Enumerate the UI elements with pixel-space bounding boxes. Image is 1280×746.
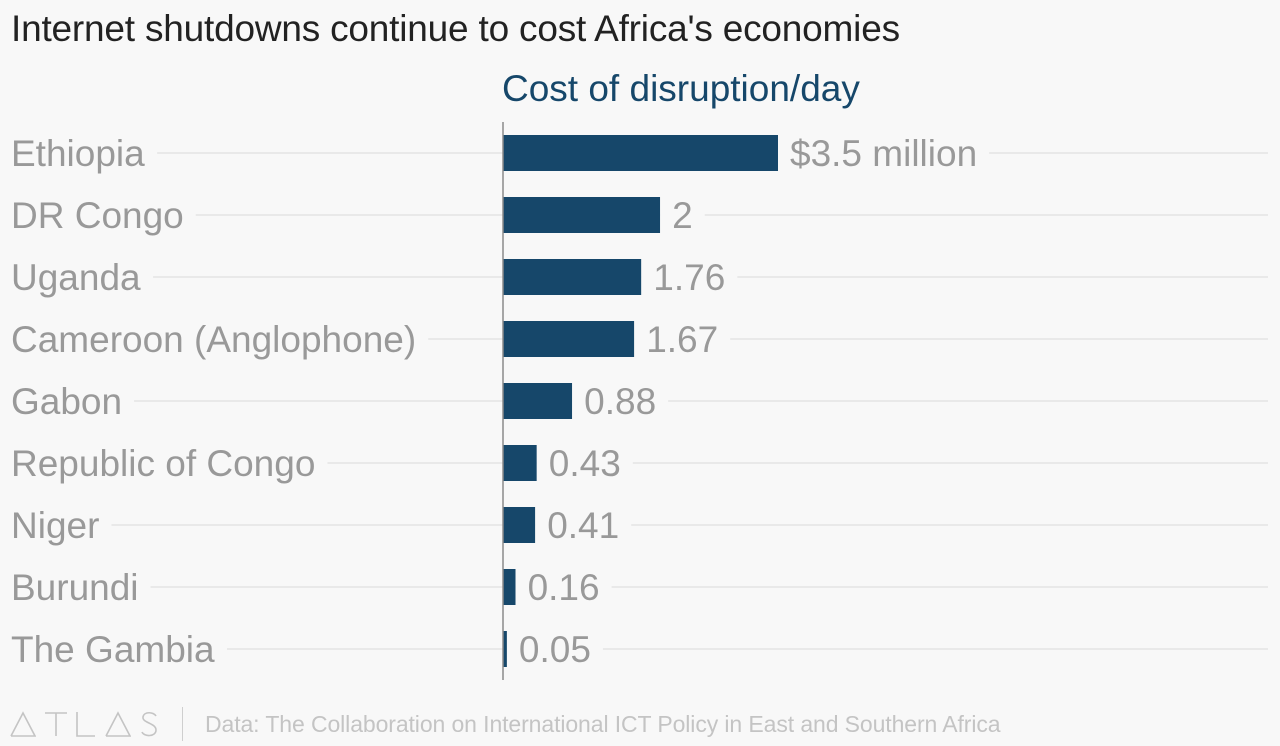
value-label: 0.43 — [549, 443, 621, 484]
label-gap — [0, 567, 151, 608]
category-label: Uganda — [11, 257, 141, 298]
label-gap — [0, 257, 154, 298]
value-label: 0.41 — [547, 505, 619, 546]
category-label: Niger — [11, 505, 99, 546]
atlas-logo-letter — [105, 711, 131, 737]
footer: Data: The Collaboration on International… — [10, 706, 1001, 742]
label-gap — [0, 505, 112, 546]
column-header: Cost of disruption/day — [502, 68, 860, 109]
bar — [503, 321, 635, 357]
label-gap — [0, 133, 158, 174]
source-note: Data: The Collaboration on International… — [205, 710, 1001, 737]
label-gap — [634, 319, 731, 360]
bar — [503, 445, 537, 481]
bar — [503, 569, 516, 605]
category-label: The Gambia — [11, 629, 215, 670]
label-gap — [0, 443, 328, 484]
atlas-logo-letter — [10, 711, 36, 737]
label-gap — [0, 381, 135, 422]
atlas-logo-letter — [76, 712, 95, 737]
label-gap — [778, 133, 990, 174]
footer-divider — [182, 707, 183, 741]
value-label: $3.5 million — [790, 133, 977, 174]
category-label: Gabon — [11, 381, 122, 422]
label-gap — [0, 629, 228, 670]
label-gap — [536, 443, 633, 484]
label-gap — [0, 319, 429, 360]
atlas-logo — [10, 706, 158, 742]
bar — [503, 507, 536, 543]
category-label: DR Congo — [11, 195, 184, 236]
category-label: Burundi — [11, 567, 139, 608]
bar — [503, 197, 661, 233]
atlas-logo-letter — [141, 711, 157, 737]
value-label: 1.67 — [646, 319, 718, 360]
value-label: 1.76 — [653, 257, 725, 298]
value-label: 0.88 — [584, 381, 656, 422]
label-gap — [572, 381, 669, 422]
bar — [503, 631, 507, 667]
bar — [503, 383, 573, 419]
atlas-logo-letter — [45, 712, 67, 736]
label-gap — [506, 629, 603, 670]
bar — [503, 135, 778, 171]
value-label: 0.16 — [528, 567, 600, 608]
value-label: 2 — [672, 195, 693, 236]
label-gap — [535, 505, 632, 546]
label-gap — [0, 195, 196, 236]
category-label: Republic of Congo — [11, 443, 315, 484]
bar — [503, 259, 642, 295]
label-gap — [515, 567, 612, 608]
label-gap — [660, 195, 705, 236]
category-label: Cameroon (Anglophone) — [11, 319, 416, 360]
category-label: Ethiopia — [11, 133, 145, 174]
label-gap — [641, 257, 738, 298]
chart-title: Internet shutdowns continue to cost Afri… — [11, 8, 900, 49]
value-label: 0.05 — [519, 629, 591, 670]
